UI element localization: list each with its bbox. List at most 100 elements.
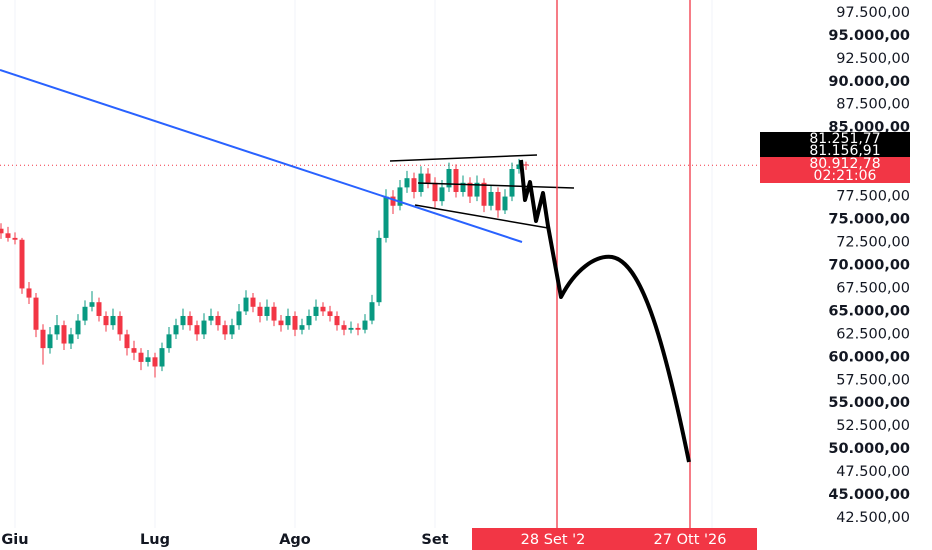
- y-tick-label: 60.000,00: [828, 349, 910, 365]
- candles: [0, 158, 529, 378]
- candle-body: [61, 325, 67, 344]
- candle-body: [313, 306, 319, 316]
- candle-body: [68, 334, 74, 344]
- price-axis: 42.500,00 45.000,00 47.500,00 50.000,00 52.5…: [828, 5, 910, 526]
- candle-body: [215, 315, 221, 326]
- last-price-box: [760, 157, 910, 183]
- candle-body: [131, 348, 137, 353]
- candle-body: [26, 288, 32, 298]
- candle-body: [481, 182, 487, 206]
- candle-body: [187, 315, 193, 326]
- candle-body: [271, 306, 277, 321]
- countdown: 02:21:06: [814, 168, 877, 184]
- candle-body: [495, 191, 501, 211]
- projection-path: [519, 159, 691, 463]
- candle-body: [502, 196, 508, 211]
- candle-body: [292, 315, 298, 330]
- candle-body: [33, 297, 39, 330]
- candle-body: [54, 325, 60, 335]
- candle-body: [523, 164, 529, 166]
- marker-label: 27 Ott '26: [654, 532, 727, 548]
- candle-body: [159, 348, 165, 367]
- candle-body: [453, 169, 459, 192]
- candle-body: [257, 306, 263, 316]
- candle-body: [124, 334, 130, 349]
- candle-body: [89, 302, 95, 307]
- candle-body: [348, 327, 354, 330]
- candle-body: [397, 187, 403, 206]
- price-label: 81.156,91: [809, 143, 880, 159]
- y-tick-label: 97.500,00: [836, 5, 910, 21]
- candle-body: [264, 306, 270, 316]
- candle-body: [446, 169, 452, 188]
- candle-body: [488, 191, 494, 206]
- candle-body: [138, 352, 144, 362]
- candle-body: [152, 357, 158, 367]
- y-tick-label: 75.000,00: [828, 212, 910, 228]
- last-price-label: 80.912,78: [809, 156, 880, 172]
- candle-body: [222, 325, 228, 335]
- candle-body: [306, 315, 312, 326]
- y-tick-label: 70.000,00: [828, 257, 910, 273]
- wedge-line: [417, 182, 575, 189]
- y-tick-label: 77.500,00: [836, 189, 910, 205]
- y-tick-label: 87.500,00: [836, 97, 910, 113]
- trend-line: [0, 69, 523, 243]
- grid: [0, 0, 760, 528]
- price-label-box: [760, 132, 910, 158]
- y-tick-label: 92.500,00: [836, 51, 910, 67]
- price-label: 81.251,77: [809, 131, 880, 147]
- candle-body: [516, 164, 522, 170]
- candle-body: [96, 302, 102, 316]
- candle-body: [145, 357, 151, 362]
- candle-body: [5, 233, 11, 238]
- candle-body: [19, 239, 25, 289]
- candle-body: [166, 334, 172, 349]
- candle-body: [355, 327, 361, 330]
- candle-body: [390, 196, 396, 206]
- y-tick-label: 65.000,00: [828, 303, 910, 319]
- candle-body: [75, 320, 81, 335]
- candle-body: [236, 311, 242, 326]
- y-tick-label: 42.500,00: [836, 510, 910, 526]
- candle-body: [334, 315, 340, 326]
- candle-body: [0, 228, 4, 234]
- candle-body: [369, 302, 375, 321]
- candle-body: [362, 320, 368, 330]
- y-tick-label: 62.500,00: [836, 326, 910, 342]
- candle-body: [278, 320, 284, 326]
- candle-body: [460, 182, 466, 192]
- candle-body: [110, 315, 116, 326]
- time-label: Set: [421, 532, 448, 548]
- candle-body: [509, 169, 515, 197]
- candle-body: [327, 311, 333, 316]
- candle-body: [229, 325, 235, 335]
- candle-body: [474, 182, 480, 197]
- candle-body: [250, 297, 256, 307]
- candle-body: [439, 187, 445, 202]
- candle-body: [103, 315, 109, 326]
- candle-body: [383, 196, 389, 238]
- candle-body: [194, 325, 200, 335]
- y-tick-label: 90.000,00: [828, 74, 910, 90]
- y-tick-label: 72.500,00: [836, 234, 910, 250]
- marker-range: [472, 528, 757, 550]
- y-tick-label: 45.000,00: [828, 487, 910, 503]
- candle-body: [12, 237, 18, 240]
- candle-body: [467, 182, 473, 197]
- y-tick-label: 67.500,00: [836, 280, 910, 296]
- candle-body: [411, 178, 417, 192]
- candle-body: [201, 320, 207, 335]
- candle-body: [404, 178, 410, 188]
- time-label: Giu: [1, 532, 28, 548]
- wedge-line: [389, 154, 538, 162]
- candle-body: [82, 306, 88, 321]
- candle-body: [425, 173, 431, 183]
- time-label: Lug: [140, 532, 170, 548]
- candle-body: [180, 315, 186, 326]
- candle-body: [47, 334, 53, 349]
- y-tick-label: 57.500,00: [836, 372, 910, 388]
- candle-body: [432, 182, 438, 202]
